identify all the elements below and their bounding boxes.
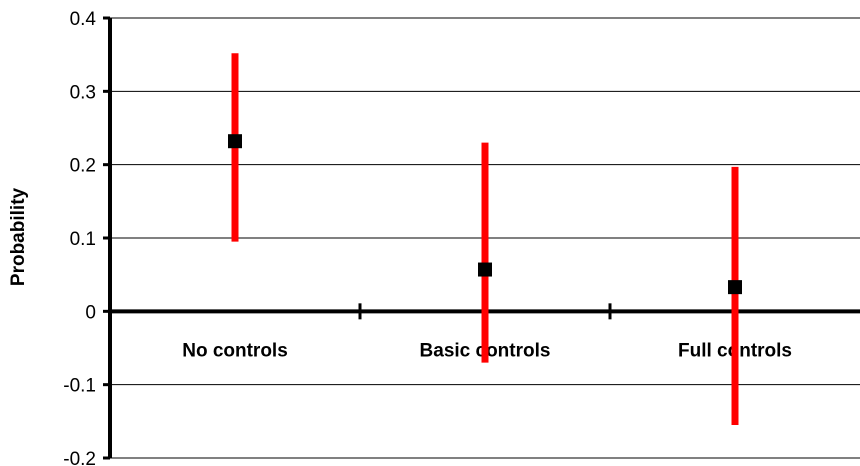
point-markers (228, 134, 742, 295)
y-tick-label: 0 (85, 302, 96, 323)
data-point-marker (478, 262, 492, 277)
y-tick-label: 0.3 (70, 82, 96, 103)
y-axis-title: Probability (8, 187, 29, 286)
y-tick-label: 0.4 (70, 9, 97, 30)
y-tick-label: 0.2 (70, 156, 96, 177)
error-bars (231, 53, 739, 425)
category-label: No controls (182, 340, 288, 361)
y-tick-labels: 0.4 0.3 0.2 0.1 0 -0.1 -0.2 (63, 9, 96, 466)
y-tick-label: -0.1 (63, 376, 96, 397)
y-tick-label: -0.2 (63, 449, 96, 466)
data-point-marker (728, 280, 742, 295)
data-point-marker (228, 134, 242, 149)
y-tick-label: 0.1 (70, 229, 96, 250)
